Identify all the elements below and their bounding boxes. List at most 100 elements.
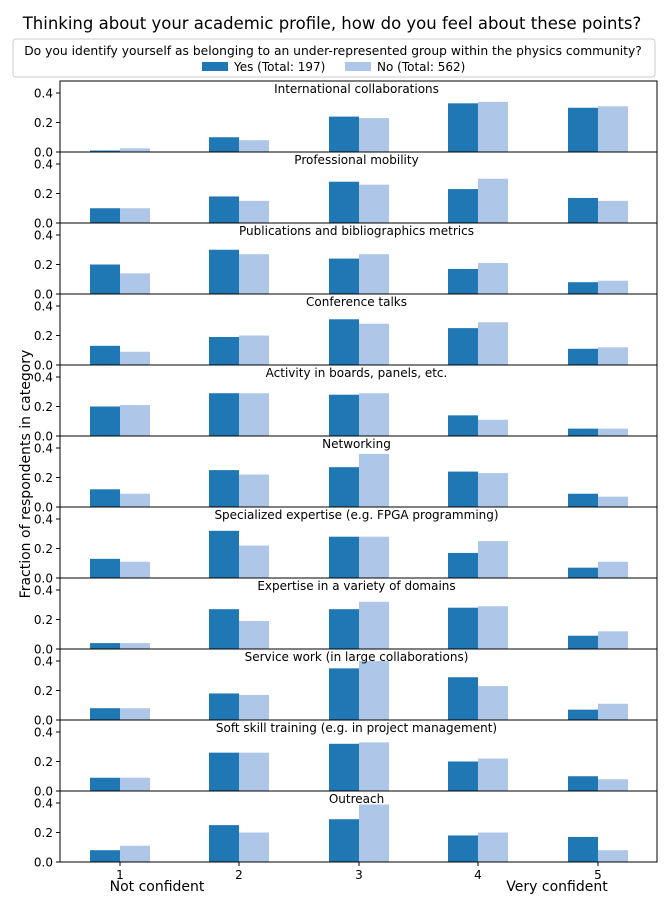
bar-yes bbox=[329, 609, 359, 649]
y-tick-label: 0.2 bbox=[34, 187, 53, 201]
bar-yes bbox=[568, 836, 598, 862]
bar-yes bbox=[568, 282, 598, 294]
bar-yes bbox=[329, 181, 359, 223]
bar-yes bbox=[568, 635, 598, 650]
bar-yes bbox=[448, 328, 478, 366]
bar-no bbox=[359, 118, 389, 152]
bar-no bbox=[120, 208, 150, 223]
bar-no bbox=[598, 850, 628, 862]
bar-no bbox=[598, 428, 628, 437]
bar-yes bbox=[448, 189, 478, 223]
bar-no bbox=[120, 273, 150, 294]
bar-no bbox=[359, 742, 389, 792]
panel-title: Activity in boards, panels, etc. bbox=[266, 366, 448, 380]
bar-no bbox=[359, 536, 389, 578]
bar-yes bbox=[90, 150, 120, 153]
bar-yes bbox=[568, 709, 598, 720]
y-tick-label: 0.4 bbox=[34, 584, 53, 598]
bar-no bbox=[120, 708, 150, 720]
bar-yes bbox=[329, 394, 359, 436]
bar-yes bbox=[209, 609, 239, 649]
bar-yes bbox=[329, 536, 359, 578]
x-label-very-confident: Very confident bbox=[506, 879, 608, 895]
legend-swatch-yes bbox=[202, 62, 228, 71]
y-tick-label: 0.2 bbox=[34, 826, 53, 840]
x-label-not-confident: Not confident bbox=[110, 879, 205, 895]
y-tick-label: 0.2 bbox=[34, 471, 53, 485]
bar-no bbox=[120, 845, 150, 862]
bar-yes bbox=[90, 708, 120, 720]
bar-yes bbox=[448, 103, 478, 152]
bar-no bbox=[478, 606, 508, 649]
panel-title: Professional mobility bbox=[294, 153, 418, 167]
y-tick-label: 0.2 bbox=[34, 116, 53, 130]
bar-no bbox=[120, 405, 150, 436]
bar-no bbox=[120, 493, 150, 508]
bar-no bbox=[239, 474, 269, 507]
bar-no bbox=[598, 106, 628, 153]
legend-label-no: No (Total: 562) bbox=[377, 60, 465, 74]
y-tick-label: 0.0 bbox=[34, 501, 53, 515]
panels-layer: 0.0 0.2 0.4 International collaborations 0.0… bbox=[34, 80, 658, 870]
chart-title: Thinking about your academic profile, ho… bbox=[22, 14, 642, 33]
y-tick-label: 0.4 bbox=[34, 797, 53, 811]
bar-no bbox=[598, 779, 628, 791]
panel-title: International collaborations bbox=[274, 82, 439, 96]
y-tick-label: 0.0 bbox=[34, 714, 53, 728]
y-tick-label: 0.2 bbox=[34, 329, 53, 343]
bar-no bbox=[478, 178, 508, 223]
bar-no bbox=[120, 561, 150, 578]
bar-no bbox=[239, 832, 269, 862]
y-axis-label: Fraction of respondents in category bbox=[18, 350, 34, 599]
bar-no bbox=[598, 631, 628, 649]
bar-no bbox=[598, 703, 628, 720]
x-tick-label: 5 bbox=[594, 868, 602, 882]
panel-title: Publications and bibliographics metrics bbox=[239, 224, 474, 238]
bar-no bbox=[239, 393, 269, 436]
bar-yes bbox=[90, 777, 120, 792]
bar-yes bbox=[329, 467, 359, 508]
y-tick-label: 0.0 bbox=[34, 288, 53, 302]
y-tick-label: 0.4 bbox=[34, 726, 53, 740]
bar-no bbox=[239, 140, 269, 152]
bar-no bbox=[478, 686, 508, 721]
bar-no bbox=[359, 601, 389, 649]
y-tick-label: 0.2 bbox=[34, 613, 53, 627]
panel-title: Outreach bbox=[329, 792, 384, 806]
bar-no bbox=[598, 280, 628, 295]
x-axis: 1 2 3 4 5 bbox=[116, 862, 602, 882]
legend-title: Do you identify yourself as belonging to… bbox=[24, 44, 642, 58]
bar-yes bbox=[329, 668, 359, 721]
bar-no bbox=[120, 148, 150, 152]
bar-yes bbox=[568, 107, 598, 152]
bar-yes bbox=[209, 693, 239, 720]
bar-no bbox=[239, 335, 269, 365]
bar-yes bbox=[448, 552, 478, 578]
y-tick-label: 0.4 bbox=[34, 229, 53, 243]
bar-no bbox=[598, 496, 628, 508]
bar-no bbox=[598, 561, 628, 578]
bar-yes bbox=[209, 825, 239, 863]
bar-yes bbox=[209, 530, 239, 578]
y-tick-label: 0.0 bbox=[34, 572, 53, 586]
y-tick-label: 0.4 bbox=[34, 158, 53, 172]
panel-title: Service work (in large collaborations) bbox=[245, 650, 469, 664]
bar-yes bbox=[90, 850, 120, 862]
bar-yes bbox=[90, 264, 120, 294]
bar-no bbox=[359, 661, 389, 720]
bar-yes bbox=[209, 470, 239, 508]
y-tick-label: 0.0 bbox=[34, 430, 53, 444]
bar-yes bbox=[448, 471, 478, 507]
bar-yes bbox=[90, 406, 120, 436]
bar-no bbox=[478, 758, 508, 791]
bar-no bbox=[239, 694, 269, 720]
bar-no bbox=[359, 453, 389, 507]
panel-title: Expertise in a variety of domains bbox=[257, 579, 455, 593]
y-tick-label: 0.2 bbox=[34, 400, 53, 414]
x-tick-label: 3 bbox=[355, 868, 363, 882]
bar-yes bbox=[329, 116, 359, 152]
bar-no bbox=[239, 752, 269, 791]
y-tick-label: 0.4 bbox=[34, 300, 53, 314]
y-tick-label: 0.4 bbox=[34, 655, 53, 669]
bar-no bbox=[120, 777, 150, 792]
